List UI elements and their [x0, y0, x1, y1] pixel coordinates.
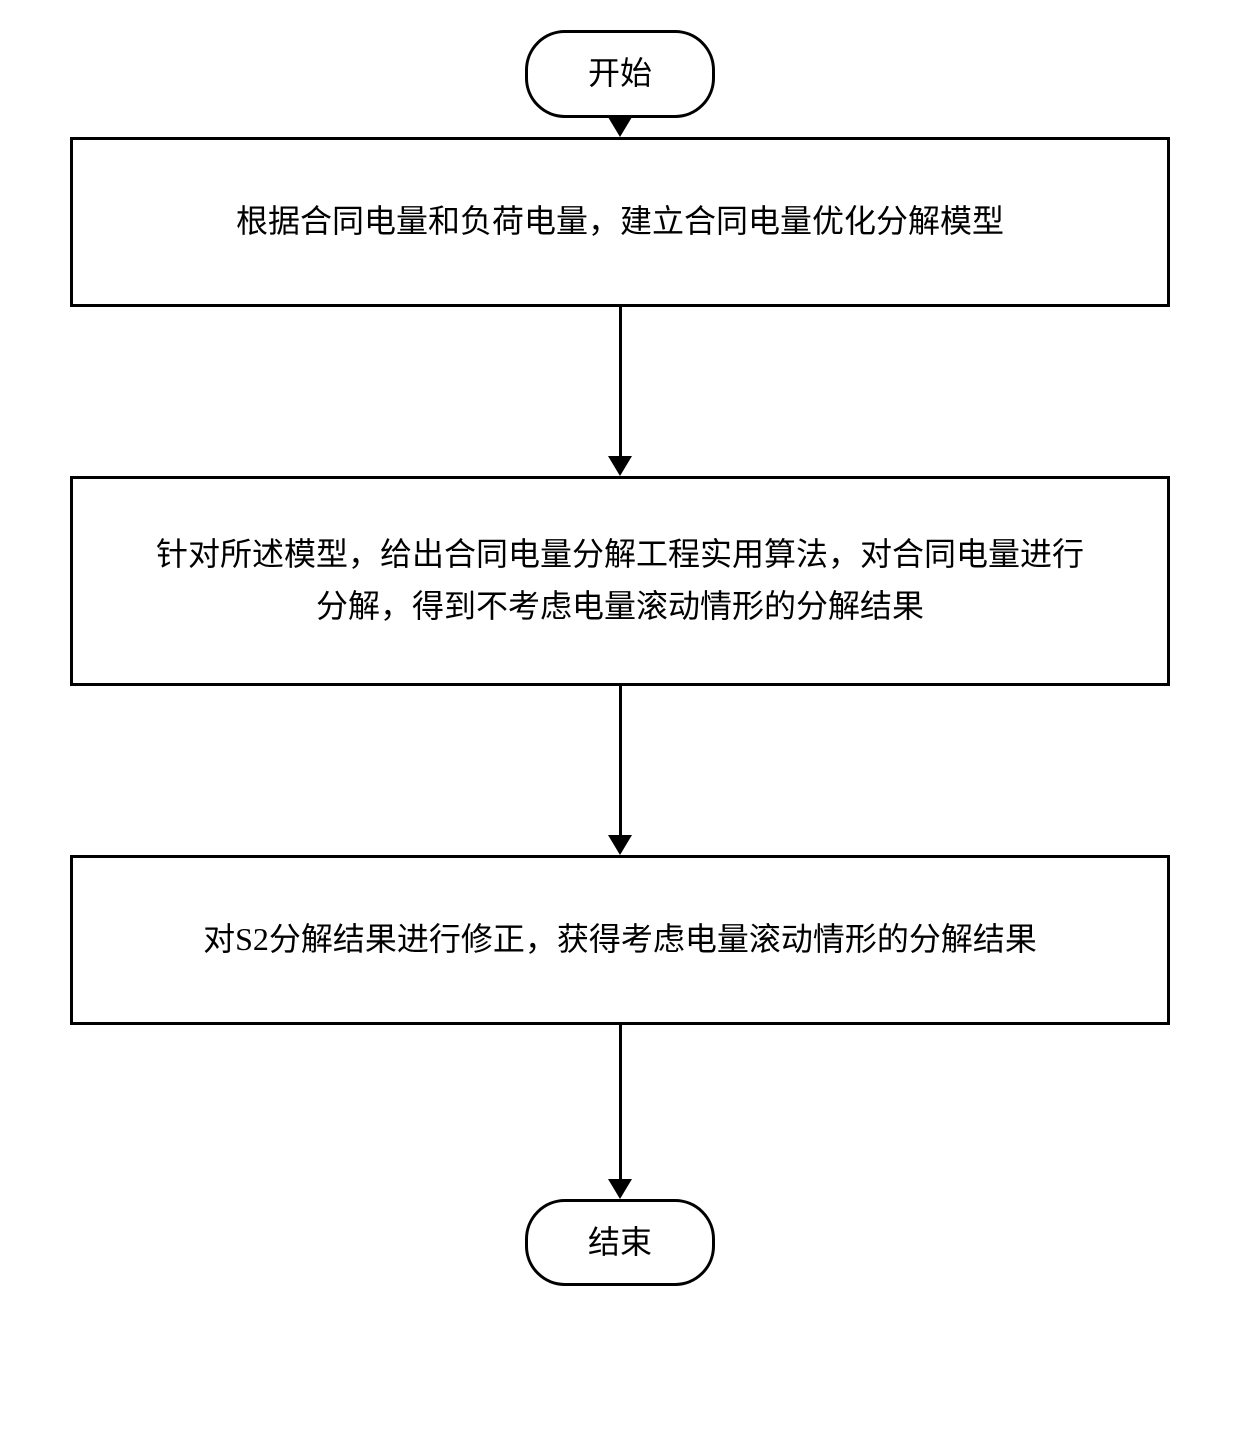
process-content: 针对所述模型，给出合同电量分解工程实用算法，对合同电量进行 分解，得到不考虑电量… [126, 494, 1114, 666]
end-terminator: 结束 [525, 1199, 715, 1287]
arrow-line [619, 307, 622, 457]
step2-label-line2: 分解，得到不考虑电量滚动情形的分解结果 [156, 581, 1084, 632]
process-step-2: 针对所述模型，给出合同电量分解工程实用算法，对合同电量进行 分解，得到不考虑电量… [70, 476, 1170, 686]
process-content: 对S2分解结果进行修正，获得考虑电量滚动情形的分解结果 [173, 879, 1067, 1000]
arrow-1 [608, 118, 632, 137]
step2-label-line1: 针对所述模型，给出合同电量分解工程实用算法，对合同电量进行 [156, 529, 1084, 580]
step1-label: 根据合同电量和负荷电量，建立合同电量优化分解模型 [236, 203, 1004, 239]
arrow-head [608, 117, 632, 137]
arrow-line [619, 686, 622, 836]
arrow-head [608, 1179, 632, 1199]
process-step-1: 根据合同电量和负荷电量，建立合同电量优化分解模型 [70, 137, 1170, 307]
process-step-3: 对S2分解结果进行修正，获得考虑电量滚动情形的分解结果 [70, 855, 1170, 1025]
arrow-line [619, 1025, 622, 1180]
arrow-head [608, 835, 632, 855]
step3-label: 对S2分解结果进行修正，获得考虑电量滚动情形的分解结果 [203, 921, 1037, 957]
start-terminator: 开始 [525, 30, 715, 118]
arrow-4 [608, 1025, 632, 1199]
arrow-3 [608, 686, 632, 855]
start-label: 开始 [588, 55, 652, 91]
end-label: 结束 [588, 1224, 652, 1260]
arrow-2 [608, 307, 632, 476]
flowchart-container: 开始 根据合同电量和负荷电量，建立合同电量优化分解模型 针对所述模型，给出合同电… [70, 30, 1170, 1286]
arrow-head [608, 456, 632, 476]
process-content: 根据合同电量和负荷电量，建立合同电量优化分解模型 [206, 161, 1034, 282]
